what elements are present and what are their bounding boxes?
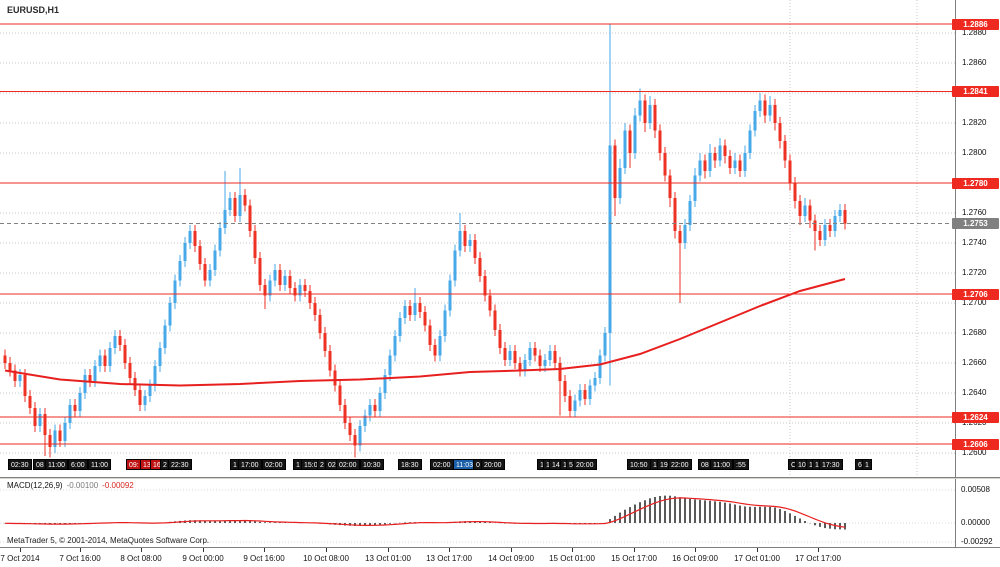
time-axis-tick xyxy=(20,548,21,552)
current-price-tag: 1.2753 xyxy=(952,218,999,229)
event-marker[interactable]: 20:00 xyxy=(481,459,505,470)
event-marker[interactable]: 11:00 xyxy=(88,459,111,470)
price-axis-label: 1.2820 xyxy=(962,118,987,127)
time-axis-tick xyxy=(757,548,758,552)
event-marker[interactable]: 1 xyxy=(862,459,872,470)
event-marker-strip: 02:30 08 11:00 6:00 11:00 09: 13 16 2 22:30 1 17:00… xyxy=(0,459,955,471)
time-axis-tick xyxy=(511,548,512,552)
price-axis-label: 1.2880 xyxy=(962,28,987,37)
macd-axis[interactable]: 0.00508 0.00000 -0.00292 xyxy=(955,479,1000,547)
level-price-tag: 1.2780 xyxy=(952,177,999,189)
time-axis-tick xyxy=(818,548,819,552)
time-axis-tick xyxy=(634,548,635,552)
event-marker[interactable]: 10:30 xyxy=(360,459,384,470)
time-axis-tick xyxy=(572,548,573,552)
time-axis-label: 9 Oct 00:00 xyxy=(182,554,224,563)
price-axis-label: 1.2680 xyxy=(962,328,987,337)
macd-panel[interactable]: MACD(12,26,9) -0.00100 -0.00092 MetaTrader… xyxy=(0,479,955,547)
price-axis-label: 1.2600 xyxy=(962,448,987,457)
time-axis-label: 13 Oct 17:00 xyxy=(426,554,472,563)
price-axis-label: 1.2620 xyxy=(962,418,987,427)
level-price-tag: 1.2606 xyxy=(952,438,999,450)
event-marker[interactable]: 11:00 xyxy=(710,459,733,470)
macd-axis-label: 0.00000 xyxy=(961,518,990,527)
price-axis-label: 1.2760 xyxy=(962,208,987,217)
event-marker[interactable]: 17:30 xyxy=(819,459,843,470)
time-axis-tick xyxy=(264,548,265,552)
panel-splitter[interactable] xyxy=(0,477,1000,479)
event-marker[interactable]: 11:00 xyxy=(45,459,68,470)
time-axis-label: 8 Oct 08:00 xyxy=(120,554,162,563)
time-axis-label: 14 Oct 09:00 xyxy=(488,554,534,563)
event-marker[interactable]: 20:00 xyxy=(573,459,597,470)
macd-signal-value: -0.00092 xyxy=(102,481,134,490)
price-axis-label: 1.2860 xyxy=(962,58,987,67)
macd-name: MACD(12,26,9) xyxy=(7,481,63,490)
time-axis-label: 15 Oct 17:00 xyxy=(611,554,657,563)
time-axis-label: 10 Oct 08:00 xyxy=(303,554,349,563)
event-marker[interactable]: 02:30 xyxy=(8,459,32,470)
candlestick-chart-canvas xyxy=(0,0,955,477)
event-marker[interactable]: 10:50 xyxy=(627,459,651,470)
event-marker[interactable]: 02:00 xyxy=(336,459,360,470)
time-axis-tick xyxy=(203,548,204,552)
time-axis-label: 15 Oct 01:00 xyxy=(549,554,595,563)
time-axis-tick xyxy=(449,548,450,552)
time-axis-label: 7 Oct 2014 xyxy=(0,554,40,563)
event-marker[interactable]: 18:30 xyxy=(398,459,422,470)
macd-axis-label: 0.00508 xyxy=(961,485,990,494)
event-marker[interactable]: 02:00 xyxy=(262,459,286,470)
time-axis-tick xyxy=(141,548,142,552)
price-axis-label: 1.2640 xyxy=(962,388,987,397)
event-marker[interactable]: 17:00 xyxy=(238,459,262,470)
time-axis-tick xyxy=(695,548,696,552)
moving-average-line xyxy=(4,278,846,387)
macd-chart-canvas xyxy=(0,489,955,543)
macd-axis-label: -0.00292 xyxy=(961,537,993,546)
level-price-tag: 1.2624 xyxy=(952,411,999,423)
level-price-tag: 1.2706 xyxy=(952,288,999,300)
level-price-tag: 1.2886 xyxy=(952,18,999,30)
time-axis-label: 16 Oct 09:00 xyxy=(672,554,718,563)
time-axis-tick xyxy=(326,548,327,552)
time-axis-label: 7 Oct 16:00 xyxy=(59,554,101,563)
event-marker[interactable]: 6:00 xyxy=(68,459,88,470)
macd-signal-line xyxy=(4,497,846,528)
chart-symbol-label: EURUSD,H1 xyxy=(7,5,60,15)
horizontal-level-lines xyxy=(0,23,955,445)
macd-main-value: -0.00100 xyxy=(66,481,99,490)
macd-grid xyxy=(0,489,955,543)
time-axis-tick xyxy=(80,548,81,552)
price-grid xyxy=(0,0,955,477)
time-axis-label: 17 Oct 17:00 xyxy=(795,554,841,563)
macd-indicator-label: MACD(12,26,9) -0.00100 -0.00092 xyxy=(7,481,134,490)
event-marker[interactable]: :55 xyxy=(733,459,749,470)
candles-layer xyxy=(3,24,847,458)
event-marker[interactable]: 22:00 xyxy=(668,459,692,470)
price-axis-label: 1.2700 xyxy=(962,298,987,307)
price-axis-label: 1.2720 xyxy=(962,268,987,277)
event-marker[interactable]: 22:30 xyxy=(168,459,192,470)
price-axis[interactable]: 1.2600 1.2620 1.2640 1.2660 1.2680 1.2700 1.27… xyxy=(952,0,1000,477)
price-axis-label: 1.2660 xyxy=(962,358,987,367)
time-axis-label: 13 Oct 01:00 xyxy=(365,554,411,563)
time-axis[interactable]: 7 Oct 2014 7 Oct 16:00 8 Oct 08:00 9 Oct 00… xyxy=(0,547,1000,567)
price-axis-label: 1.2740 xyxy=(962,238,987,247)
event-marker[interactable]: 02:00 xyxy=(430,459,454,470)
time-axis-label: 9 Oct 16:00 xyxy=(243,554,285,563)
price-chart-area[interactable]: EURUSD,H1 02:30 08 11:00 6:00 11:00 09: 13 16 2 2… xyxy=(0,0,955,477)
copyright-text: MetaTrader 5, © 2001-2014, MetaQuotes So… xyxy=(7,536,210,545)
level-price-tag: 1.2841 xyxy=(952,86,999,97)
price-axis-label: 1.2800 xyxy=(962,148,987,157)
time-axis-tick xyxy=(388,548,389,552)
time-axis-label: 17 Oct 01:00 xyxy=(734,554,780,563)
